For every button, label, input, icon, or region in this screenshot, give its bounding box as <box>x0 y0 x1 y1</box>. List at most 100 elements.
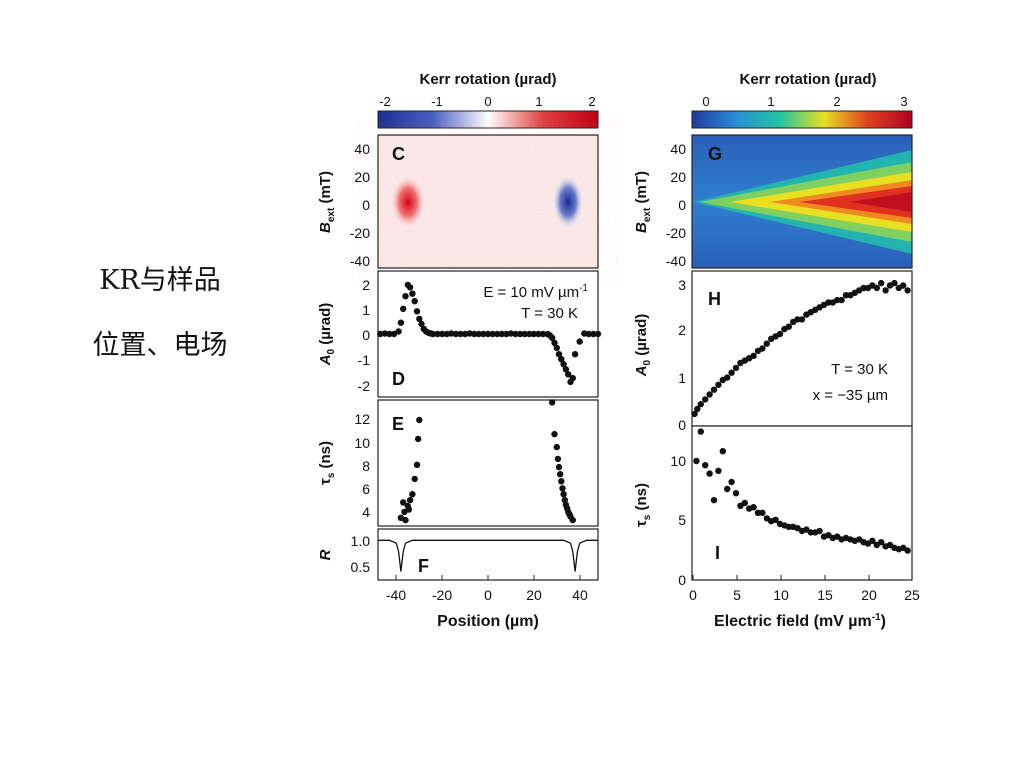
data-point <box>825 299 832 306</box>
I-xtick-1: 5 <box>733 587 741 603</box>
data-point <box>554 455 562 463</box>
D-ytick-4: -2 <box>358 378 371 394</box>
data-point <box>452 330 460 338</box>
G-ytick-4: -40 <box>666 253 686 269</box>
data-point <box>873 284 880 292</box>
data-point <box>539 330 547 338</box>
data-point <box>494 330 501 338</box>
I-xtick-0: 0 <box>689 587 697 603</box>
data-point <box>402 293 409 300</box>
E-ytick-0: 12 <box>354 411 370 427</box>
data-point <box>409 491 416 498</box>
C-ytick-4: -40 <box>350 253 370 269</box>
data-point <box>569 516 576 524</box>
data-point <box>706 470 713 477</box>
tick-marks <box>395 575 870 580</box>
I-ytick-0: 10 <box>670 453 686 469</box>
data-point <box>413 461 421 468</box>
C-ytick-3: -20 <box>350 225 370 241</box>
data-point <box>560 491 567 498</box>
data-point <box>405 506 413 513</box>
C-ytick-1: 20 <box>354 169 370 185</box>
cbR-tick-1: 1 <box>767 94 774 109</box>
data-point <box>697 428 704 435</box>
data-point <box>715 381 722 388</box>
data-point <box>759 509 766 516</box>
data-point <box>406 284 414 291</box>
data-point <box>560 361 567 368</box>
H-ylabel: A0 (µrad) <box>633 314 653 378</box>
F-xtick-1: -20 <box>432 587 452 603</box>
slide-label-line1: KR与样品 <box>99 265 221 296</box>
data-point <box>710 386 718 393</box>
cbL-tick-2: 0 <box>484 94 491 109</box>
I-ytick-1: 5 <box>678 512 686 528</box>
C-ylabel: Bext (mT) <box>317 171 337 233</box>
panel-D: D E = 10 mV µm-1 T = 30 K <box>377 270 602 398</box>
cbL-tick-1: -1 <box>431 94 443 109</box>
data-point <box>715 467 722 474</box>
E-ylabel: τs (ns) <box>317 441 337 485</box>
panel-E: E <box>377 399 599 527</box>
red-feature <box>390 174 426 230</box>
data-point <box>900 282 907 289</box>
panel-C: C <box>377 134 599 269</box>
data-point <box>776 330 784 338</box>
D-ytick-2: 0 <box>362 327 370 343</box>
data-point <box>414 435 422 443</box>
left-xticks: -40 -20 0 20 40 <box>386 587 588 603</box>
data-point <box>878 539 885 546</box>
data-point <box>406 496 414 504</box>
data-point <box>798 316 806 323</box>
data-point <box>842 292 850 299</box>
data-point <box>904 547 911 554</box>
data-point <box>750 504 757 511</box>
data-point <box>710 497 718 504</box>
slide-label-line2: 位置、电场 <box>92 330 228 361</box>
data-point <box>860 284 867 292</box>
colorbar-left <box>377 110 599 129</box>
data-point <box>816 527 823 535</box>
data-point <box>400 499 407 506</box>
data-point <box>732 364 740 372</box>
data-point <box>555 463 563 471</box>
G-ytick-0: 40 <box>670 141 686 157</box>
data-point <box>411 475 418 483</box>
H-ytick-1: 2 <box>678 322 686 338</box>
panel-letter-G: G <box>708 144 722 164</box>
data-point <box>553 344 560 352</box>
data-point <box>834 296 841 304</box>
I-xtick-5: 25 <box>904 587 920 603</box>
data-point <box>785 523 792 530</box>
annotation-D-2: T = 30 K <box>521 305 578 322</box>
data-point <box>480 330 487 338</box>
data-points-I <box>693 428 911 554</box>
data-point <box>576 338 583 345</box>
annotation-H-2: x = −35 µm <box>813 387 888 404</box>
panel-G: G <box>691 134 913 269</box>
F-xtick-0: -40 <box>386 587 406 603</box>
I-xlabel: Electric field (mV µm-1) <box>714 612 886 630</box>
data-point <box>732 490 740 497</box>
panel-letter-E: E <box>392 414 404 434</box>
data-point <box>475 330 482 338</box>
data-point <box>772 516 779 523</box>
data-point <box>402 516 409 524</box>
data-point <box>434 330 441 338</box>
data-point <box>785 323 792 330</box>
data-point <box>585 330 592 338</box>
data-point <box>904 287 911 294</box>
I-ytick-2: 0 <box>678 572 686 588</box>
D-ytick-3: -1 <box>358 352 371 368</box>
data-point <box>521 330 528 338</box>
E-ytick-4: 4 <box>362 504 370 520</box>
F-xtick-4: 40 <box>572 587 588 603</box>
data-point <box>439 330 446 338</box>
data-point <box>555 351 563 358</box>
data-point <box>530 330 537 338</box>
panel-letter-F: F <box>418 556 429 576</box>
right-yticks: 40 20 0 -20 -40 3 2 1 0 10 5 0 <box>666 141 686 588</box>
data-point <box>489 330 496 338</box>
data-point <box>691 410 698 418</box>
data-points-D <box>377 281 602 386</box>
